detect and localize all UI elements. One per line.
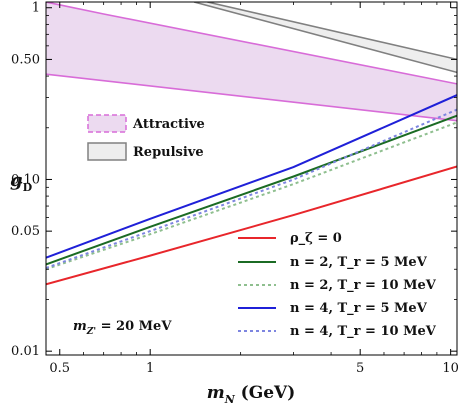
legend-swatch-attractive xyxy=(87,114,127,133)
legend-label-repulsive: Repulsive xyxy=(133,145,204,160)
x-tick-label: 0.5 xyxy=(49,361,70,376)
y-tick-label: 1 xyxy=(32,1,40,16)
x-axis-label: mN (GeV) xyxy=(207,383,296,406)
legend-label-4: n = 4, T_r = 10 MeV xyxy=(290,324,437,339)
series-line-2 xyxy=(46,121,457,271)
legend-label-0: ρ_ζ = 0 xyxy=(290,231,342,246)
x-tick-label: 10 xyxy=(442,361,459,376)
ticks-layer: 0.5 1 5 10 0.01 0.05 0.10 0.50 1 xyxy=(11,1,459,376)
series-line-1 xyxy=(46,114,457,266)
y-tick-label: 0.10 xyxy=(11,172,40,187)
series-line-0 xyxy=(46,165,457,286)
y-tick-label: 0.50 xyxy=(11,52,40,67)
x-tick-label: 5 xyxy=(356,361,364,376)
legend-label-1: n = 2, T_r = 5 MeV xyxy=(290,255,428,270)
legend-swatch-repulsive xyxy=(87,142,127,161)
region-repulsive-upper-edge xyxy=(207,2,457,61)
x-tick-label: 1 xyxy=(146,361,154,376)
region-attractive-lower-edge xyxy=(46,73,457,122)
y-tick-label: 0.05 xyxy=(11,224,40,239)
legend-layer: Attractive Repulsive ρ_ζ = 0 n = 2, T_r = 5… xyxy=(87,114,437,339)
region-attractive-upper-edge xyxy=(46,2,457,85)
y-tick-label: 0.01 xyxy=(11,344,40,359)
series-layer xyxy=(46,94,457,286)
y-axis-label: gD xyxy=(10,170,33,194)
regions-layer xyxy=(46,2,457,122)
mass-annotation: mZ' = 20 MeV xyxy=(73,319,172,337)
region-attractive xyxy=(46,2,457,121)
region-repulsive-lower-edge xyxy=(193,2,457,74)
legend-label-3: n = 4, T_r = 5 MeV xyxy=(290,301,428,316)
series-line-4 xyxy=(46,108,457,269)
legend-label-2: n = 2, T_r = 10 MeV xyxy=(290,278,437,293)
plot-frame xyxy=(45,1,458,356)
series-line-3 xyxy=(46,94,457,259)
legend-label-attractive: Attractive xyxy=(132,117,205,132)
